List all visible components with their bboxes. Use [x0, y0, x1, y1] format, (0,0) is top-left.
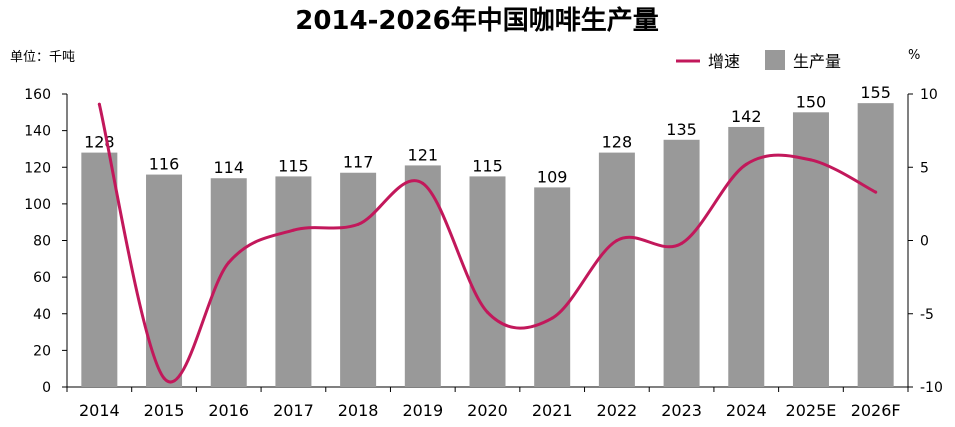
growth-rate-point [550, 316, 554, 320]
x-category-label: 2015 [144, 401, 185, 420]
right-tick-label: -5 [920, 307, 934, 323]
left-tick-label: 20 [33, 343, 51, 359]
bar [728, 126, 765, 388]
growth-rate-point [291, 228, 295, 232]
left-tick-label: 40 [33, 307, 51, 323]
legend-label-growth: 增速 [708, 52, 740, 71]
bar-data-label: 115 [278, 156, 309, 175]
bar-data-label: 117 [343, 153, 374, 172]
growth-rate-point [227, 260, 231, 264]
left-tick-label: 60 [33, 270, 51, 286]
growth-rate-line [97, 102, 878, 384]
bar [340, 172, 377, 387]
bar [81, 152, 118, 387]
bar-data-label: 114 [213, 158, 244, 177]
left-tick-label: 140 [24, 124, 51, 140]
right-axis-unit: % [908, 48, 920, 63]
bar [857, 103, 894, 387]
left-tick-label: 100 [24, 197, 51, 213]
plot-area: 0 20 40 60 80 100 120 140 160 -10 -5 0 5 10 128 116 114 1… [24, 83, 943, 420]
x-category-label: 2016 [208, 401, 249, 420]
x-category-label: 2022 [597, 401, 638, 420]
x-category-label: 2017 [273, 401, 314, 420]
x-category-label: 2024 [726, 401, 767, 420]
x-category-label: 2018 [338, 401, 379, 420]
growth-rate-point [421, 181, 425, 185]
bar [663, 139, 700, 387]
left-tick-label: 120 [24, 160, 51, 176]
bar-data-label: 150 [796, 92, 827, 111]
growth-rate-point [809, 158, 813, 162]
growth-rate-point [97, 102, 101, 106]
bar-data-label: 128 [84, 133, 115, 152]
bar-data-label: 109 [537, 167, 568, 186]
left-axis-unit: 单位：千吨 [10, 50, 75, 65]
bar-data-label: 142 [731, 107, 762, 126]
bar-data-label: 128 [602, 133, 633, 152]
bar-data-label: 155 [860, 83, 891, 102]
chart-title: 2014-2026年中国咖啡生产量 [295, 5, 659, 36]
bar [469, 176, 506, 387]
bar-data-label: 116 [149, 155, 180, 174]
growth-rate-point [356, 222, 360, 226]
right-tick-label: -10 [920, 380, 943, 396]
bar-data-label: 121 [408, 145, 439, 164]
right-tick-label: 0 [920, 234, 929, 250]
legend-label-production: 生产量 [793, 52, 841, 71]
bar [146, 174, 183, 387]
left-tick-label: 0 [42, 380, 51, 396]
bar [598, 152, 635, 387]
bar [534, 187, 571, 387]
bar-data-label: 115 [472, 156, 503, 175]
left-tick-label: 160 [24, 87, 51, 103]
left-tick-label: 80 [33, 234, 51, 250]
x-category-label: 2019 [402, 401, 443, 420]
growth-rate-point [486, 310, 489, 314]
growth-rate-point [615, 239, 619, 242]
x-category-label: 2025E [786, 401, 837, 420]
growth-rate-point [744, 162, 748, 166]
bar-data-label: 135 [666, 120, 697, 139]
bar [275, 176, 312, 387]
growth-rate-point [162, 376, 166, 380]
x-category-label: 2026F [851, 401, 901, 420]
growth-rate-point [874, 190, 878, 194]
bar [404, 165, 441, 387]
right-tick-label: 10 [920, 87, 938, 103]
x-category-label: 2014 [79, 401, 120, 420]
bar [792, 112, 829, 387]
growth-rate-point [680, 241, 684, 245]
x-category-label: 2021 [532, 401, 573, 420]
legend: 增速 生产量 [676, 50, 841, 71]
legend-bar-swatch [765, 50, 785, 70]
x-category-label: 2020 [467, 401, 508, 420]
x-category-label: 2023 [661, 401, 702, 420]
right-tick-label: 5 [920, 160, 929, 176]
